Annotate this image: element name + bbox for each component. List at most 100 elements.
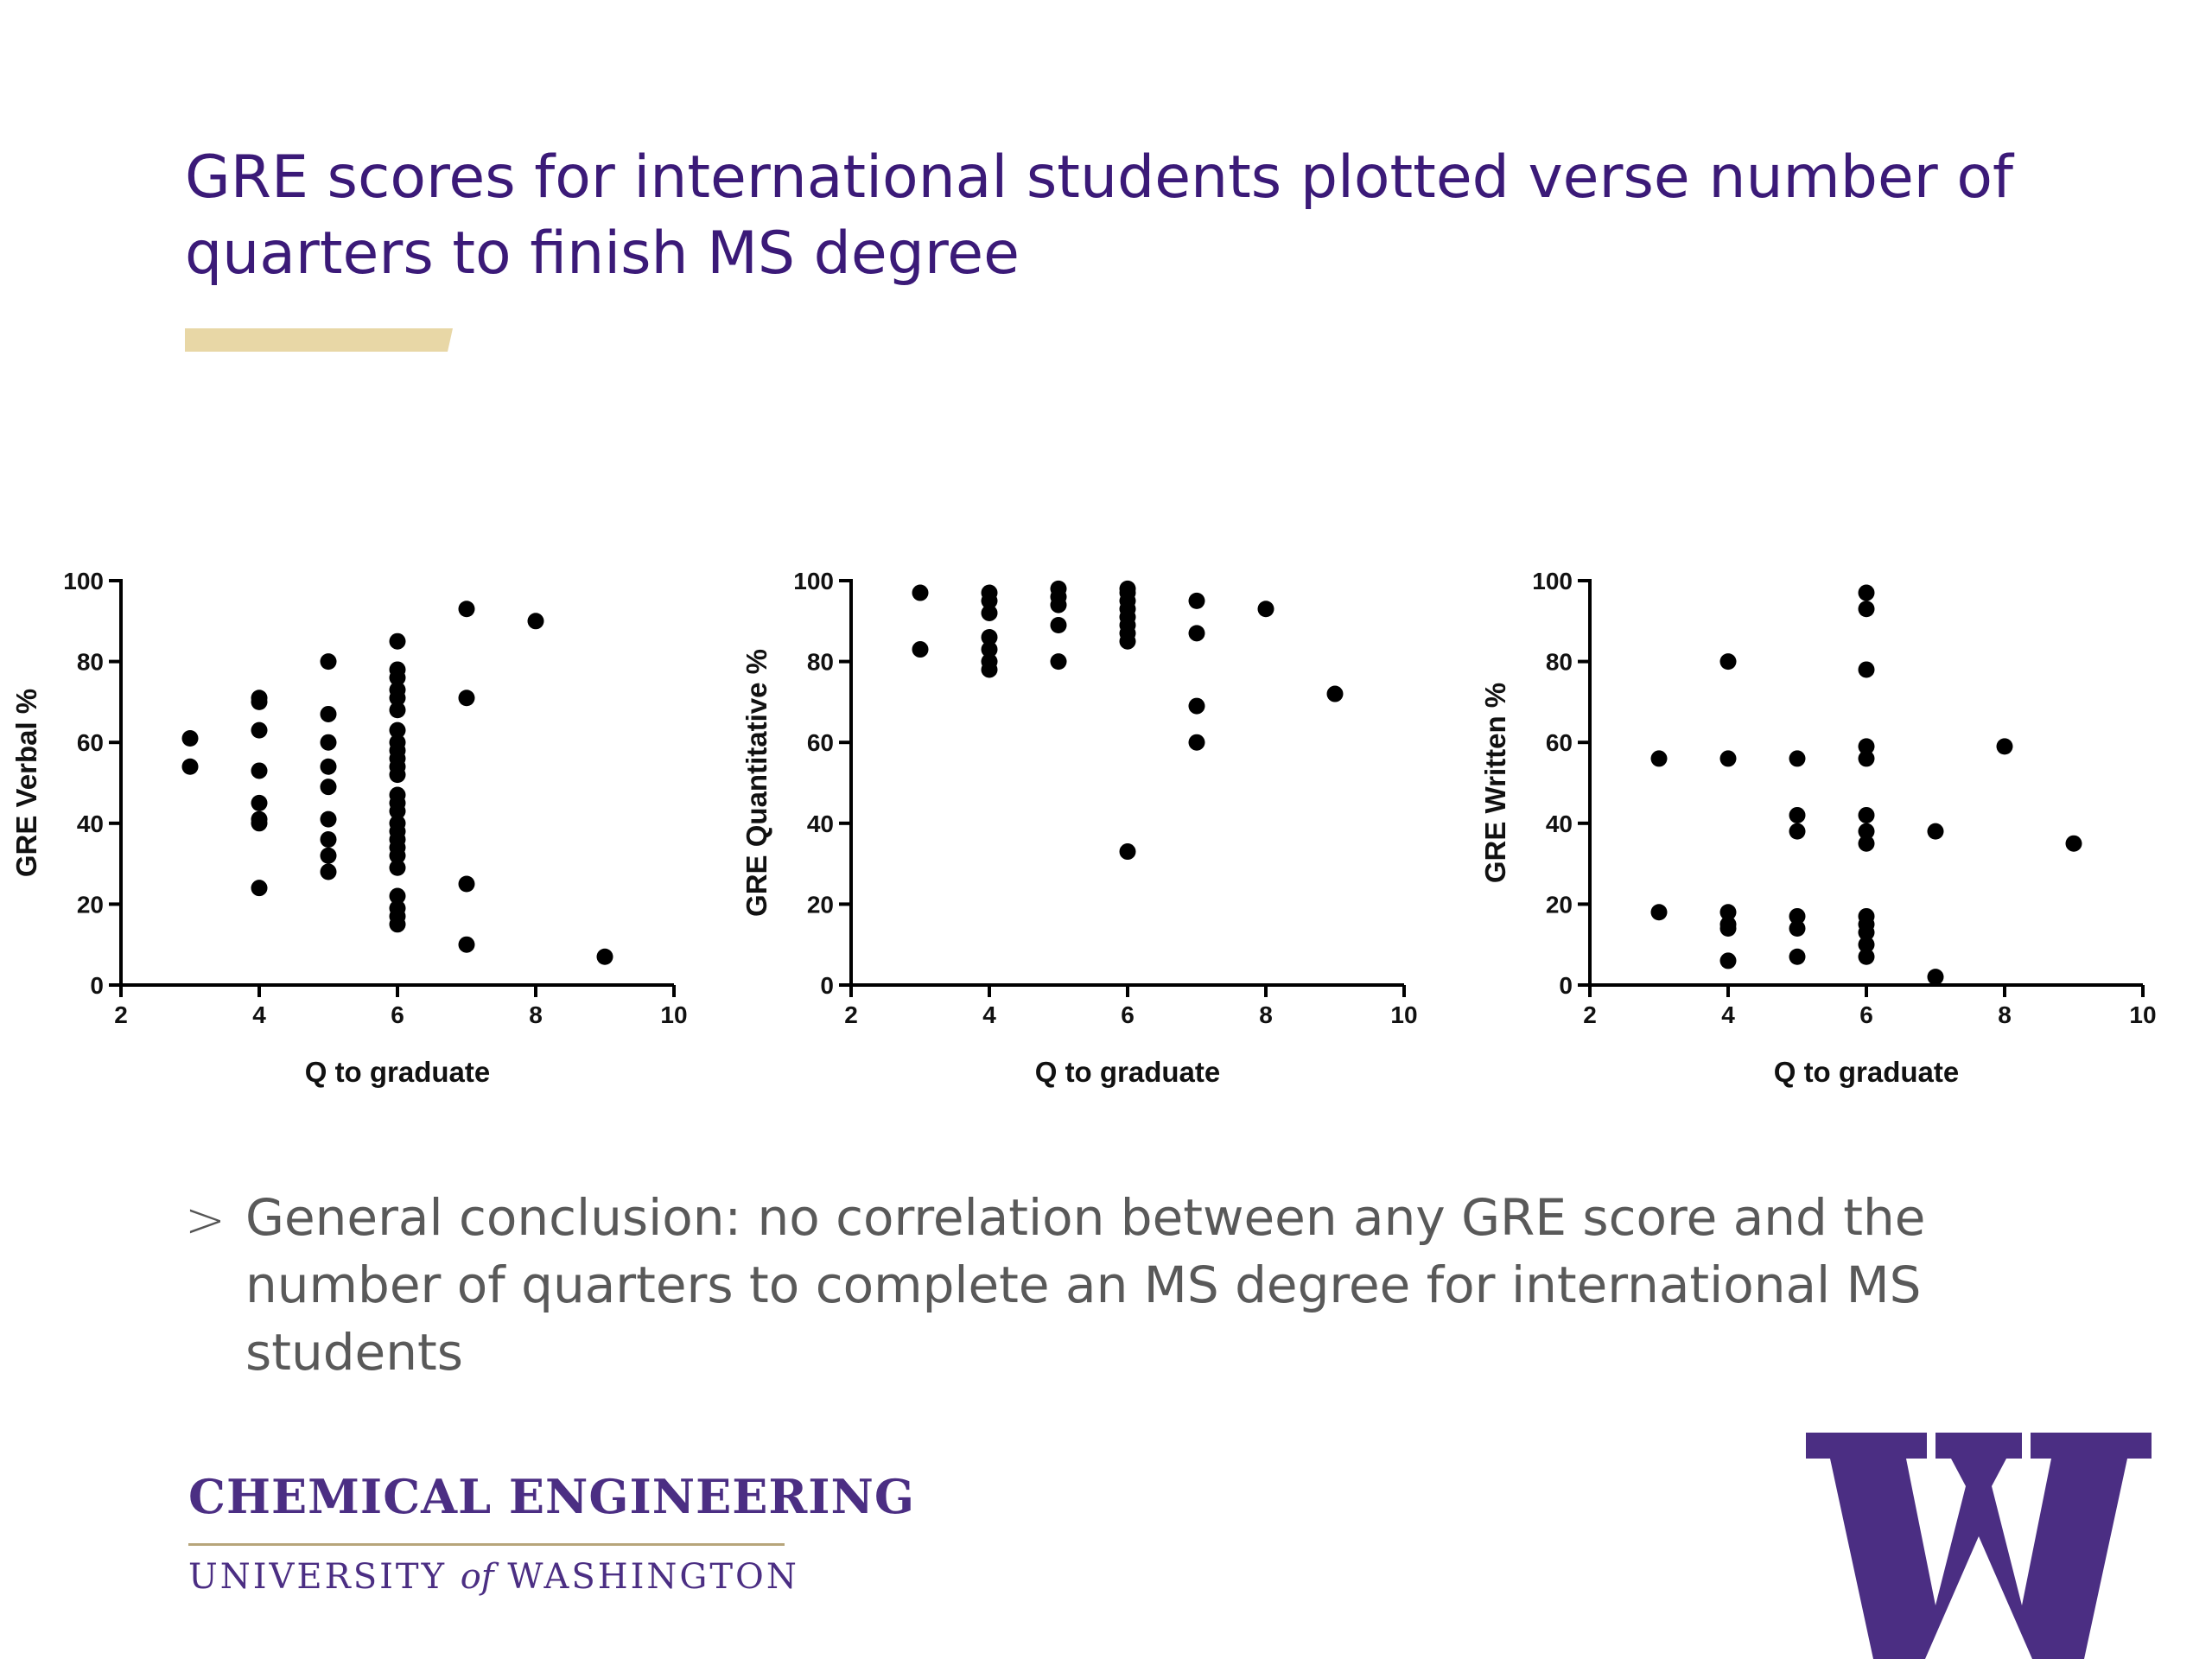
x-tick-label: 10 (660, 1001, 687, 1028)
data-point (1719, 904, 1737, 921)
data-point (1050, 616, 1067, 633)
slide-title: GRE scores for international students pl… (185, 143, 2013, 288)
data-point (1858, 601, 1875, 618)
data-point (389, 766, 406, 784)
data-point (458, 690, 475, 707)
data-point (389, 690, 406, 707)
brand-divider (188, 1543, 785, 1546)
data-point (251, 693, 268, 710)
uw-w-logo-icon (1806, 1433, 2152, 1659)
data-point (1650, 904, 1668, 921)
data-point (320, 758, 337, 775)
data-point (1858, 823, 1875, 840)
chevron-right-icon: > (185, 1192, 226, 1249)
data-point (1858, 806, 1875, 823)
data-point (1996, 738, 2013, 755)
data-point (181, 758, 199, 775)
data-point (251, 721, 268, 739)
y-tick-label: 80 (77, 649, 104, 676)
conclusion-text: General conclusion: no correlation betwe… (245, 1188, 1926, 1382)
data-point (1858, 936, 1875, 953)
data-point (1719, 653, 1737, 671)
data-point (1789, 919, 1806, 937)
data-point (1050, 596, 1067, 613)
data-point (458, 601, 475, 618)
x-tick-label: 2 (844, 1001, 858, 1028)
y-tick-label: 60 (1546, 729, 1573, 756)
data-point (1326, 685, 1344, 702)
university-name-part1: UNIVERSITY (188, 1557, 461, 1597)
y-tick-label: 80 (807, 649, 834, 676)
data-point (1650, 750, 1668, 767)
x-tick-label: 10 (2129, 1001, 2156, 1028)
data-point (251, 794, 268, 811)
university-name-of: of (460, 1557, 494, 1597)
data-point (389, 847, 406, 864)
data-point (1789, 907, 1806, 925)
data-point (1257, 601, 1274, 618)
data-point (981, 604, 998, 621)
y-tick-label: 20 (1546, 891, 1573, 918)
data-point (1789, 750, 1806, 767)
data-point (320, 705, 337, 722)
x-tick-label: 6 (1859, 1001, 1873, 1028)
data-point (981, 661, 998, 678)
data-point (1050, 653, 1067, 671)
x-tick-label: 2 (114, 1001, 128, 1028)
data-point (1858, 750, 1875, 767)
data-point (458, 875, 475, 893)
data-point (912, 584, 929, 601)
y-axis-title: GRE Quantitative % (741, 649, 772, 917)
data-point (981, 629, 998, 646)
data-point (320, 863, 337, 880)
y-tick-label: 40 (807, 810, 834, 837)
y-tick-label: 80 (1546, 649, 1573, 676)
y-tick-label: 0 (90, 972, 104, 999)
x-tick-label: 4 (252, 1001, 266, 1028)
university-name: UNIVERSITY of WASHINGTON (188, 1557, 799, 1597)
data-point (1188, 697, 1205, 715)
data-point (389, 887, 406, 905)
data-point (320, 779, 337, 796)
data-point (1719, 750, 1737, 767)
x-axis-title: Q to graduate (305, 1056, 491, 1088)
title-accent-bar (185, 328, 453, 352)
data-point (1789, 948, 1806, 965)
x-tick-label: 6 (1121, 1001, 1135, 1028)
data-point (1858, 661, 1875, 678)
data-point (2065, 835, 2082, 852)
y-tick-label: 100 (793, 568, 834, 594)
data-point (1789, 806, 1806, 823)
x-tick-label: 4 (982, 1001, 996, 1028)
data-point (389, 702, 406, 719)
x-tick-label: 8 (529, 1001, 543, 1028)
data-point (981, 592, 998, 609)
data-point (1188, 592, 1205, 609)
x-tick-label: 2 (1583, 1001, 1597, 1028)
x-tick-label: 4 (1721, 1001, 1735, 1028)
data-point (1858, 924, 1875, 941)
x-axis-title: Q to graduate (1035, 1056, 1221, 1088)
data-point (320, 810, 337, 828)
data-point (389, 669, 406, 686)
data-point (912, 641, 929, 658)
chart-gre-quantitative: 0 20 40 60 80 100 2 4 6 8 10 Q to graduate GRE Quant… (741, 568, 1418, 1088)
university-name-part2: WASHINGTON (493, 1557, 799, 1597)
data-point (1188, 625, 1205, 642)
data-point (1927, 823, 1944, 840)
chart-gre-written: 0 20 40 60 80 100 2 4 6 8 10 Q to graduate GRE Writt… (1479, 568, 2157, 1088)
data-point (389, 916, 406, 933)
data-point (320, 831, 337, 849)
x-tick-label: 10 (1390, 1001, 1417, 1028)
data-point (1119, 632, 1136, 650)
y-tick-label: 40 (1546, 810, 1573, 837)
y-axis-title: GRE Verbal % (10, 689, 42, 877)
data-point (1858, 835, 1875, 852)
data-point (320, 734, 337, 751)
y-tick-label: 100 (63, 568, 104, 594)
x-axis-title: Q to graduate (1774, 1056, 1960, 1088)
y-tick-label: 100 (1532, 568, 1573, 594)
y-axis-title: GRE Written % (1479, 683, 1511, 883)
y-tick-label: 0 (1559, 972, 1573, 999)
data-point (527, 613, 544, 630)
